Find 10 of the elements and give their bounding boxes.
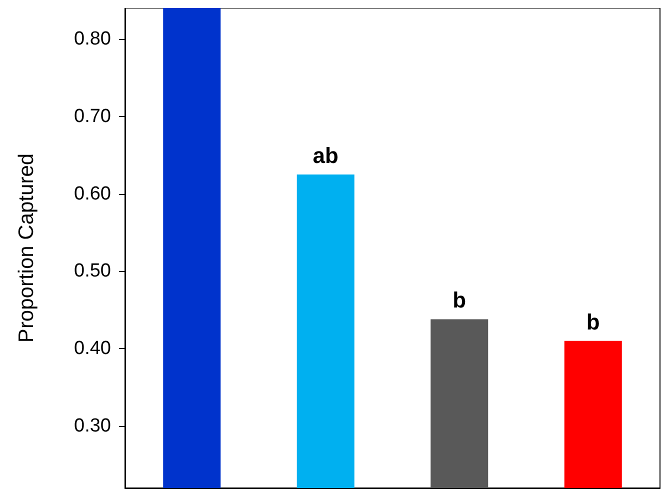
y-tick-label: 0.70 bbox=[74, 106, 111, 127]
y-tick-label: 0.40 bbox=[74, 338, 111, 360]
y-axis-title: Proportion Captured bbox=[15, 153, 38, 343]
y-tick-label: 0.50 bbox=[74, 260, 111, 282]
y-tick-label: 0.80 bbox=[74, 28, 111, 50]
data-label: b bbox=[586, 309, 600, 334]
y-tick-label: 0.30 bbox=[74, 416, 111, 437]
y-tick-label: 0.60 bbox=[74, 183, 111, 204]
data-label: b bbox=[452, 288, 466, 313]
data-label: ab bbox=[312, 142, 338, 168]
